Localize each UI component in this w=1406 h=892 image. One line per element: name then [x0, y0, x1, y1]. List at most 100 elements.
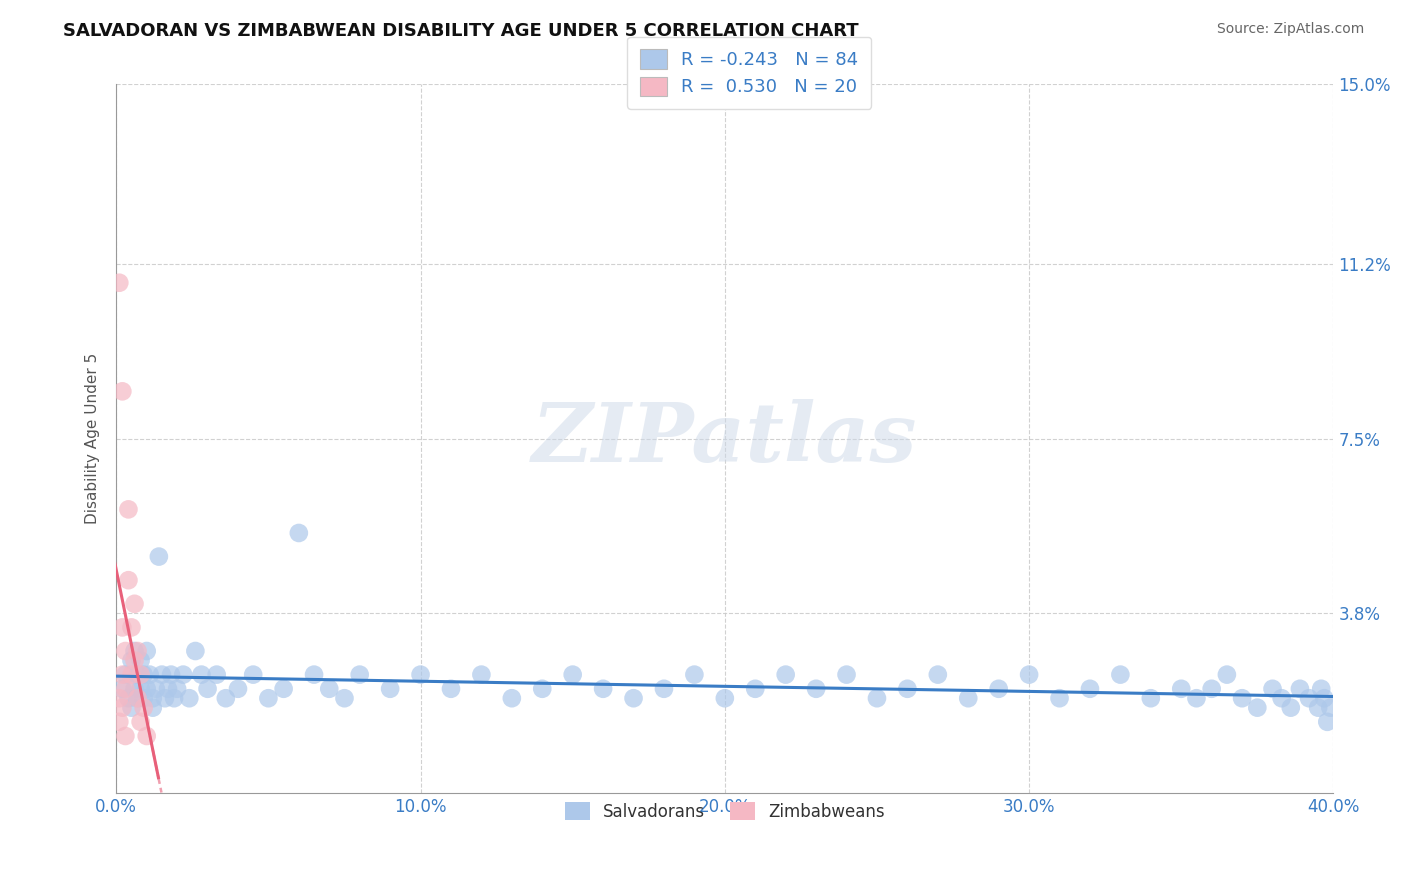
Point	[135, 644, 157, 658]
Point	[124, 681, 146, 696]
Point	[683, 667, 706, 681]
Point	[1316, 714, 1339, 729]
Point	[866, 691, 889, 706]
Y-axis label: Disability Age Under 5: Disability Age Under 5	[86, 353, 100, 524]
Legend: Salvadorans, Zimbabweans: Salvadorans, Zimbabweans	[551, 789, 898, 834]
Point	[132, 700, 155, 714]
Point	[190, 667, 212, 681]
Point	[1230, 691, 1253, 706]
Point	[160, 667, 183, 681]
Point	[135, 681, 157, 696]
Text: SALVADORAN VS ZIMBABWEAN DISABILITY AGE UNDER 5 CORRELATION CHART: SALVADORAN VS ZIMBABWEAN DISABILITY AGE …	[63, 22, 859, 40]
Point	[1140, 691, 1163, 706]
Point	[108, 276, 131, 290]
Point	[111, 681, 134, 696]
Point	[114, 681, 136, 696]
Point	[896, 681, 918, 696]
Point	[1271, 691, 1294, 706]
Point	[172, 667, 194, 681]
Point	[150, 667, 173, 681]
Point	[957, 691, 980, 706]
Point	[166, 681, 188, 696]
Point	[121, 700, 143, 714]
Point	[652, 681, 675, 696]
Point	[135, 729, 157, 743]
Point	[108, 714, 131, 729]
Point	[1313, 691, 1336, 706]
Point	[111, 384, 134, 399]
Point	[142, 691, 165, 706]
Point	[349, 667, 371, 681]
Point	[927, 667, 949, 681]
Point	[117, 502, 139, 516]
Point	[1279, 700, 1302, 714]
Point	[215, 691, 238, 706]
Point	[378, 681, 401, 696]
Point	[124, 644, 146, 658]
Point	[1319, 700, 1341, 714]
Point	[1170, 681, 1192, 696]
Point	[714, 691, 737, 706]
Point	[318, 681, 340, 696]
Point	[124, 597, 146, 611]
Point	[623, 691, 645, 706]
Point	[1261, 681, 1284, 696]
Point	[561, 667, 583, 681]
Point	[179, 691, 201, 706]
Point	[1201, 681, 1223, 696]
Point	[987, 681, 1010, 696]
Point	[142, 700, 165, 714]
Point	[114, 729, 136, 743]
Point	[1018, 667, 1040, 681]
Point	[242, 667, 264, 681]
Point	[1078, 681, 1101, 696]
Point	[124, 653, 146, 667]
Point	[1246, 700, 1268, 714]
Point	[132, 691, 155, 706]
Point	[127, 667, 149, 681]
Point	[121, 667, 143, 681]
Point	[129, 681, 152, 696]
Point	[804, 681, 827, 696]
Point	[333, 691, 356, 706]
Point	[775, 667, 797, 681]
Point	[121, 620, 143, 634]
Point	[127, 691, 149, 706]
Point	[127, 644, 149, 658]
Point	[129, 667, 152, 681]
Point	[114, 644, 136, 658]
Point	[1185, 691, 1208, 706]
Point	[132, 667, 155, 681]
Point	[1298, 691, 1320, 706]
Point	[531, 681, 554, 696]
Point	[117, 573, 139, 587]
Point	[111, 667, 134, 681]
Point	[127, 691, 149, 706]
Point	[288, 526, 311, 541]
Point	[163, 691, 186, 706]
Point	[205, 667, 228, 681]
Point	[117, 691, 139, 706]
Point	[226, 681, 249, 696]
Point	[1049, 691, 1071, 706]
Text: Source: ZipAtlas.com: Source: ZipAtlas.com	[1216, 22, 1364, 37]
Point	[409, 667, 432, 681]
Point	[153, 691, 176, 706]
Point	[148, 549, 170, 564]
Point	[1216, 667, 1239, 681]
Point	[197, 681, 219, 696]
Point	[302, 667, 325, 681]
Point	[145, 681, 167, 696]
Point	[501, 691, 523, 706]
Point	[156, 681, 179, 696]
Point	[108, 691, 131, 706]
Point	[273, 681, 295, 696]
Point	[1109, 667, 1132, 681]
Point	[114, 667, 136, 681]
Point	[1308, 700, 1330, 714]
Point	[470, 667, 492, 681]
Point	[111, 700, 134, 714]
Point	[257, 691, 280, 706]
Point	[111, 620, 134, 634]
Point	[121, 653, 143, 667]
